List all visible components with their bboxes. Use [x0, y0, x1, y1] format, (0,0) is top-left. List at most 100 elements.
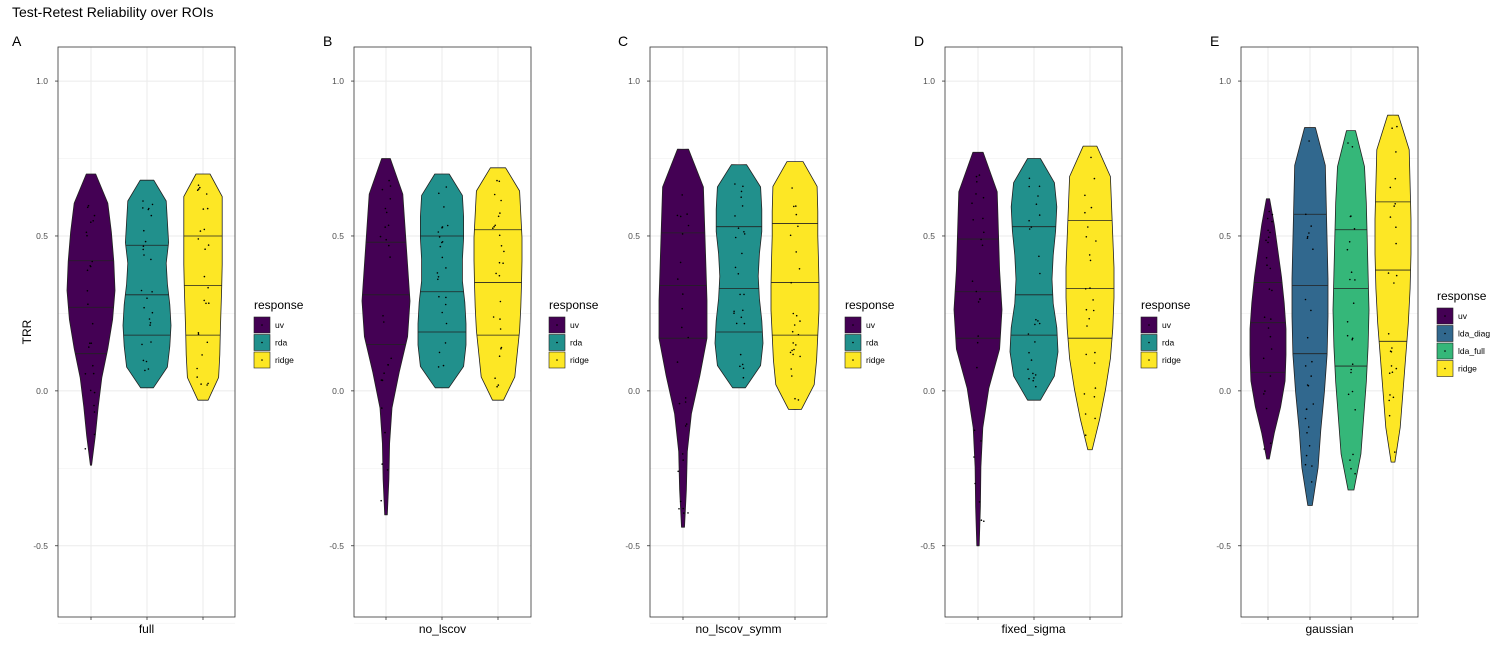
data-point [499, 300, 502, 303]
data-point [1088, 317, 1090, 320]
figure-title: Test-Retest Reliability over ROIs [12, 4, 214, 20]
data-point [90, 221, 92, 223]
data-point [741, 252, 743, 255]
data-point [799, 320, 801, 322]
data-point [1304, 417, 1307, 420]
data-point [740, 196, 742, 198]
data-point [1389, 186, 1392, 189]
data-point [93, 391, 96, 394]
data-point [200, 383, 202, 385]
data-point [971, 202, 973, 204]
data-point [497, 384, 500, 386]
legend-title: response [254, 298, 304, 312]
panel-c: -0.5 0.0 0.5 1.0 Cno_lscov_symm response uv rda… [618, 33, 895, 636]
data-point [793, 348, 795, 351]
data-point [380, 379, 383, 381]
data-point [1394, 177, 1397, 180]
violin-ridge [1065, 145, 1115, 451]
data-point [492, 316, 495, 318]
data-point [790, 281, 792, 284]
data-point [797, 399, 800, 401]
data-point [1347, 393, 1350, 396]
data-point [1269, 375, 1272, 377]
data-point [437, 276, 440, 278]
data-point [739, 365, 741, 368]
data-point [1393, 282, 1395, 284]
data-point [981, 244, 984, 247]
data-point [498, 355, 501, 358]
data-point [149, 322, 152, 324]
data-point [441, 241, 444, 243]
legend-label-ridge: ridge [570, 355, 589, 365]
legend-label-uv: uv [570, 320, 580, 330]
data-point [1350, 215, 1352, 217]
legend-key-point [852, 359, 854, 361]
data-point [493, 225, 495, 228]
legend-key-point [1148, 324, 1150, 326]
y-tick-label: -0.5 [329, 541, 344, 551]
data-point [89, 342, 91, 345]
data-point [88, 346, 90, 348]
legend-key-point [852, 324, 854, 326]
panel-letter: A [12, 33, 22, 49]
data-point [1307, 384, 1310, 387]
y-tick-label: 1.0 [36, 76, 48, 86]
data-point [1028, 351, 1030, 354]
data-point [199, 230, 202, 232]
data-point [1387, 333, 1390, 335]
data-point [1312, 248, 1314, 250]
x-axis-label: gaussian [1305, 622, 1353, 636]
data-point [1085, 236, 1088, 238]
data-point [681, 453, 684, 455]
panel-border [57, 46, 236, 618]
data-point [1387, 272, 1390, 274]
data-point [149, 324, 151, 326]
data-point [380, 499, 383, 502]
data-point [441, 227, 443, 229]
data-point [390, 357, 393, 360]
data-point [93, 214, 96, 217]
legend-label-uv: uv [275, 320, 285, 330]
data-point [205, 193, 208, 195]
data-point [684, 397, 687, 399]
data-point [734, 183, 736, 185]
data-point [1270, 348, 1273, 350]
legend-title: response [1141, 298, 1191, 312]
data-point [500, 348, 502, 350]
y-tick-label: 0.5 [1219, 231, 1231, 241]
y-tick-label: 1.0 [1219, 76, 1231, 86]
data-point [1351, 390, 1354, 393]
y-tick-label: 0.5 [332, 231, 344, 241]
data-point [983, 520, 985, 522]
data-point [444, 303, 447, 306]
data-point [976, 181, 978, 183]
data-point [1305, 408, 1308, 410]
y-tick-label: 1.0 [628, 76, 640, 86]
data-point [1351, 363, 1354, 366]
data-point [498, 274, 501, 277]
data-point [1267, 236, 1270, 238]
data-point [795, 213, 798, 216]
data-point [679, 215, 682, 218]
data-point [1391, 347, 1393, 349]
data-point [1093, 362, 1096, 364]
data-point [90, 342, 93, 345]
data-point [979, 298, 981, 301]
data-point [496, 385, 498, 388]
legend-key-point [261, 359, 263, 361]
legend: response uv rda ridge [253, 298, 304, 369]
data-point [682, 293, 684, 295]
data-point [439, 245, 442, 248]
data-point [793, 324, 796, 326]
legend-key-point [852, 341, 854, 344]
data-point [142, 245, 145, 247]
data-point [441, 311, 444, 314]
data-point [1353, 228, 1356, 230]
legend-title: response [845, 298, 895, 312]
data-point [683, 512, 685, 514]
violin-uv [361, 158, 411, 516]
data-point [503, 250, 505, 253]
data-point [494, 377, 496, 380]
legend-title: response [1437, 289, 1487, 303]
data-point [687, 336, 689, 339]
